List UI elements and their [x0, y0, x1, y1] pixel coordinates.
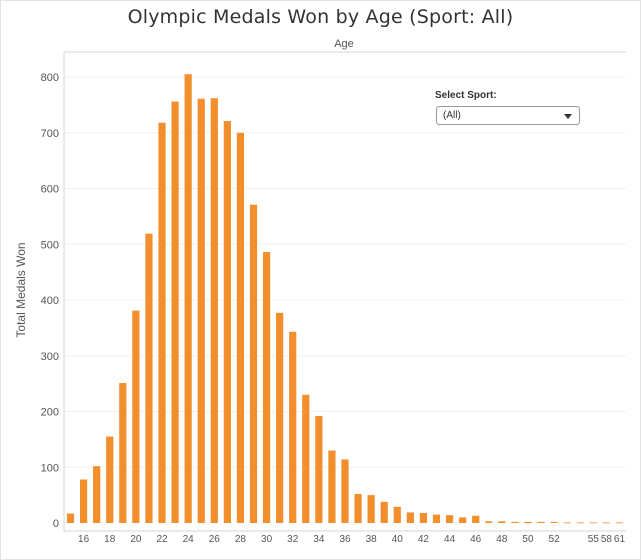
- bar-age-48[interactable]: [498, 521, 506, 523]
- y-tick-label: 800: [41, 72, 59, 84]
- select-sport-label: Select Sport:: [435, 90, 497, 101]
- bar-age-33[interactable]: [302, 394, 310, 523]
- bar-age-23[interactable]: [171, 101, 179, 523]
- bar-age-19[interactable]: [119, 383, 127, 523]
- bar-age-37[interactable]: [354, 494, 362, 523]
- y-tick-label: 300: [41, 351, 59, 363]
- bar-age-61[interactable]: [615, 522, 624, 524]
- y-tick-label: 400: [41, 295, 59, 307]
- x-tick-label: 46: [470, 534, 482, 545]
- y-tick-label: 500: [41, 239, 59, 251]
- bar-age-45[interactable]: [459, 517, 467, 523]
- bar-age-18[interactable]: [106, 436, 114, 523]
- bar-age-52[interactable]: [550, 521, 558, 523]
- x-tick-label: 16: [78, 534, 90, 545]
- x-tick-label: 48: [496, 534, 508, 545]
- bar-age-15[interactable]: [66, 513, 75, 523]
- x-tick-label: 36: [339, 534, 351, 545]
- x-tick-label: 20: [130, 534, 142, 545]
- bar-age-21[interactable]: [145, 233, 153, 523]
- bar-age-53[interactable]: [563, 522, 571, 524]
- bar-age-34[interactable]: [315, 415, 323, 523]
- bar-age-58[interactable]: [602, 522, 610, 524]
- x-axis-ticks: 16 18 20 22 24 26 28 30 32 34 36 38 40 42 44 46 48 50 52 55…: [78, 534, 625, 545]
- bar-age-24[interactable]: [184, 74, 192, 524]
- x-tick-label: 58: [601, 534, 613, 545]
- bar-age-47[interactable]: [485, 521, 493, 523]
- axes: [63, 51, 626, 532]
- bar-age-46[interactable]: [472, 515, 480, 523]
- bar-age-22[interactable]: [158, 122, 166, 524]
- x-tick-label: 32: [287, 534, 299, 545]
- bar-age-20[interactable]: [132, 310, 140, 523]
- bar-age-44[interactable]: [445, 515, 454, 523]
- x-axis-label: Age: [334, 38, 354, 50]
- x-tick-label: 42: [418, 534, 430, 545]
- bar-age-29[interactable]: [249, 204, 258, 524]
- bar-age-55[interactable]: [589, 522, 597, 524]
- bar-age-17[interactable]: [93, 466, 101, 523]
- y-axis-label: Total Medals Won: [14, 242, 28, 337]
- bar-age-38[interactable]: [367, 495, 375, 524]
- bar-age-41[interactable]: [406, 512, 414, 523]
- x-tick-label: 18: [104, 534, 116, 545]
- x-tick-label: 28: [235, 534, 247, 545]
- bar-age-51[interactable]: [537, 521, 545, 523]
- x-tick-label: 24: [183, 534, 195, 545]
- bar-age-35[interactable]: [328, 450, 336, 523]
- chart-title: Olympic Medals Won by Age (Sport: All): [127, 6, 514, 28]
- x-tick-label: 40: [392, 534, 404, 545]
- bar-age-36[interactable]: [341, 459, 349, 523]
- bar-age-50[interactable]: [524, 521, 532, 523]
- x-tick-label: 30: [261, 534, 273, 545]
- bars: [66, 74, 624, 524]
- y-tick-label: 700: [41, 128, 59, 140]
- bar-age-31[interactable]: [276, 312, 284, 523]
- x-tick-label: 55: [588, 534, 600, 545]
- bar-age-49[interactable]: [511, 521, 519, 523]
- bar-age-26[interactable]: [210, 98, 218, 523]
- y-tick-label: 200: [41, 407, 59, 419]
- bar-age-42[interactable]: [419, 512, 428, 523]
- bar-age-16[interactable]: [80, 479, 88, 523]
- y-tick-label: 600: [41, 184, 59, 196]
- x-tick-label: 22: [156, 534, 168, 545]
- x-tick-label: 52: [549, 534, 561, 545]
- x-tick-label: 44: [444, 534, 456, 545]
- bar-age-54[interactable]: [576, 522, 584, 524]
- x-tick-label: 26: [209, 534, 221, 545]
- bar-age-39[interactable]: [380, 501, 388, 523]
- bar-age-32[interactable]: [289, 331, 297, 523]
- y-tick-label: 0: [53, 518, 59, 530]
- bar-age-40[interactable]: [393, 506, 401, 523]
- x-tick-label: 50: [522, 534, 534, 545]
- bar-age-28[interactable]: [236, 132, 245, 523]
- bar-age-27[interactable]: [223, 121, 231, 523]
- sport-select-value: (All): [443, 110, 461, 121]
- x-tick-label: 34: [313, 534, 325, 545]
- sport-select[interactable]: (All): [436, 106, 580, 125]
- x-tick-label: 61: [614, 534, 626, 545]
- y-axis-ticks: 0 100 200 300 400 500 600 700 800: [41, 72, 59, 530]
- bar-age-30[interactable]: [262, 252, 271, 523]
- bar-age-43[interactable]: [432, 514, 441, 523]
- y-tick-label: 100: [41, 462, 59, 474]
- bar-age-25[interactable]: [197, 98, 205, 524]
- x-tick-label: 38: [366, 534, 378, 545]
- chevron-down-icon: [564, 114, 572, 119]
- gridlines: [64, 76, 626, 468]
